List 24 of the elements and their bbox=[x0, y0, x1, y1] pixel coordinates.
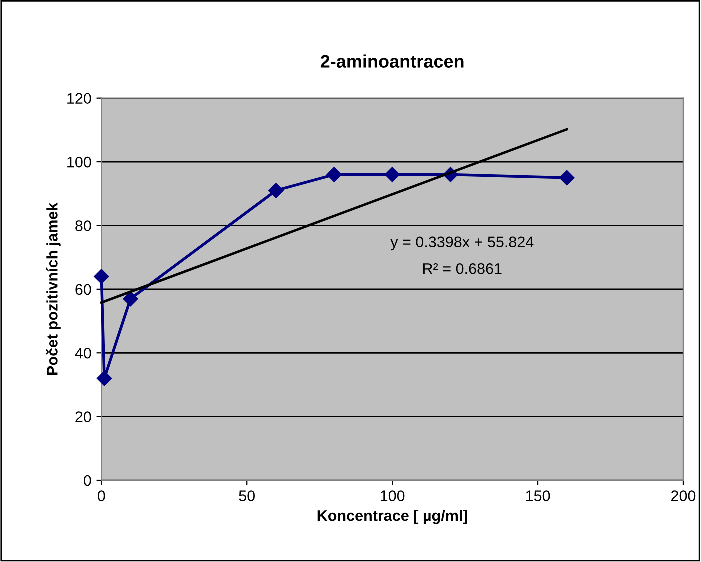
point bbox=[96, 371, 112, 386]
y-tick-label: 20 bbox=[76, 412, 92, 423]
y-tick-label: 80 bbox=[76, 220, 92, 232]
y-tick-label: 100 bbox=[68, 156, 92, 168]
point bbox=[560, 170, 575, 186]
y-tick-label: 0 bbox=[84, 475, 92, 486]
x-tick-label: 200 bbox=[672, 490, 696, 502]
y-tick-label: 120 bbox=[68, 93, 92, 104]
x-tick-label: 150 bbox=[526, 490, 550, 502]
annotation: R² = 0.6861 bbox=[424, 263, 502, 274]
y-tick-label: 40 bbox=[75, 348, 92, 359]
point bbox=[326, 167, 342, 182]
x-axis-title: Koncentrace [ µg/ml] bbox=[318, 510, 468, 524]
y-tick-label: 60 bbox=[76, 284, 92, 296]
chart-title: 2-aminoantracen bbox=[320, 54, 464, 68]
point bbox=[123, 291, 138, 307]
point bbox=[94, 269, 110, 284]
y-axis-title: Počet pozitivních jamek bbox=[46, 202, 61, 375]
x-tick-label: 100 bbox=[380, 490, 405, 502]
point bbox=[268, 183, 284, 198]
point bbox=[384, 167, 400, 182]
annotation: y = 0.3398x + 55.824 bbox=[390, 236, 534, 251]
x-tick-label: 50 bbox=[239, 490, 255, 502]
x-tick-label: 0 bbox=[98, 490, 106, 502]
